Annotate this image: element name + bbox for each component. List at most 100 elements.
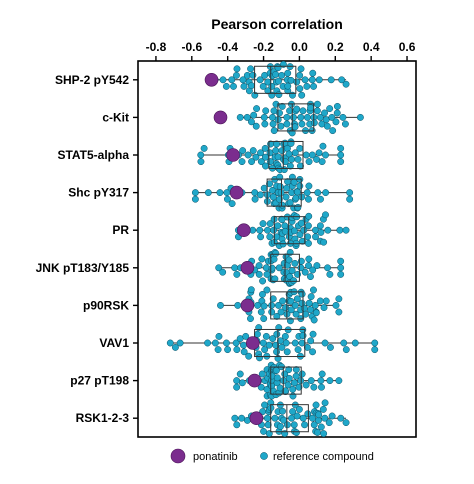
reference-compound-point [288,155,296,163]
reference-compound-point [293,105,301,113]
x-tick-label: -0.4 [217,40,238,54]
reference-compound-point [292,429,300,437]
reference-compound-point [318,383,325,391]
category-row: STAT5-alpha [57,138,345,174]
reference-compound-point [289,408,297,416]
reference-compound-point [231,414,239,422]
reference-compound-point [301,421,309,429]
reference-compound-point [248,158,256,166]
reference-compound-point [298,120,306,128]
reference-compound-point [290,178,298,186]
reference-compound-point [295,383,303,391]
reference-compound-point [283,421,291,429]
reference-compound-point [263,270,271,278]
reference-compound-point [256,226,264,234]
reference-compound-point [324,226,332,234]
category-row: RSK1-2-3 [76,399,350,438]
reference-compound-point [238,158,246,166]
reference-compound-point [272,341,280,349]
reference-compound-point [285,256,293,264]
reference-compound-point [271,414,279,422]
reference-compound-point [277,308,285,316]
reference-compound-point [299,107,307,115]
reference-compound-point [249,147,257,155]
reference-compound-point [239,76,247,84]
reference-compound-point [250,111,258,119]
reference-compound-point [296,162,304,170]
x-tick-label: 0.0 [291,40,308,54]
reference-compound-point [272,147,280,155]
reference-compound-point [293,188,301,196]
reference-compound-point [333,102,341,110]
category-label: Shc pY317 [68,186,129,200]
reference-compound-point [253,105,261,113]
reference-compound-point [269,295,277,303]
reference-compound-point [219,76,227,84]
category-label: RSK1-2-3 [76,411,130,425]
reference-compound-point [337,270,345,278]
reference-compound-point [324,264,331,272]
reference-compound-point [301,268,309,276]
reference-compound-point [317,228,325,236]
reference-compound-point [268,308,276,316]
x-tick-label: 0.6 [399,40,416,54]
reference-compound-point [292,194,300,202]
reference-compound-point [300,304,308,312]
reference-compound-point [233,421,241,429]
box-iqr [270,404,309,433]
reference-compound-point [191,189,199,197]
reference-compound-point [266,180,273,188]
reference-compound-point [294,155,302,163]
reference-compound-point [281,332,289,340]
reference-compound-point [215,332,223,340]
reference-compound-point [256,76,264,84]
reference-compound-point [265,341,273,349]
reference-compound-point [290,421,298,429]
reference-compound-point [200,144,208,152]
reference-compound-point [298,370,306,378]
reference-compound-point [214,346,222,354]
category-label: p90RSK [83,298,129,312]
reference-compound-point [326,105,334,113]
reference-compound-point [277,122,285,130]
reference-compound-point [262,107,270,115]
ponatinib-point [237,223,251,237]
reference-compound-point [261,144,269,152]
x-tick-label: -0.2 [253,40,274,54]
reference-compound-point [309,348,317,356]
reference-compound-point [321,109,328,117]
reference-compound-point [231,264,239,272]
reference-compound-point [291,149,299,157]
reference-compound-point [307,273,314,281]
reference-compound-point [309,266,317,274]
reference-compound-point [303,82,311,90]
reference-compound-point [274,222,282,230]
category-row: SHP-2 pY542 [55,60,350,99]
box-iqr [273,216,306,245]
category-row: c-Kit [102,100,364,137]
reference-compound-point [315,411,323,419]
reference-compound-point [313,262,321,270]
category-row: Shc pY317 [68,173,354,212]
reference-compound-point [253,330,261,338]
reference-compound-point [278,71,286,79]
reference-compound-point [245,352,253,360]
reference-compound-point [302,310,310,318]
reference-compound-point [277,423,284,430]
reference-compound-point [304,410,312,418]
reference-compound-point [327,343,334,351]
reference-compound-point [312,233,319,241]
reference-compound-point [204,339,212,347]
reference-compound-point [299,414,307,422]
reference-compound-point [346,189,354,197]
reference-compound-point [259,220,267,228]
reference-compound-point [326,270,334,278]
reference-compound-point [322,151,329,159]
reference-compound-point [351,339,359,347]
reference-compound-point [224,346,232,354]
reference-compound-point [284,381,292,389]
reference-compound-point [260,427,268,435]
reference-compound-point [263,286,271,294]
reference-compound-point [342,419,350,427]
